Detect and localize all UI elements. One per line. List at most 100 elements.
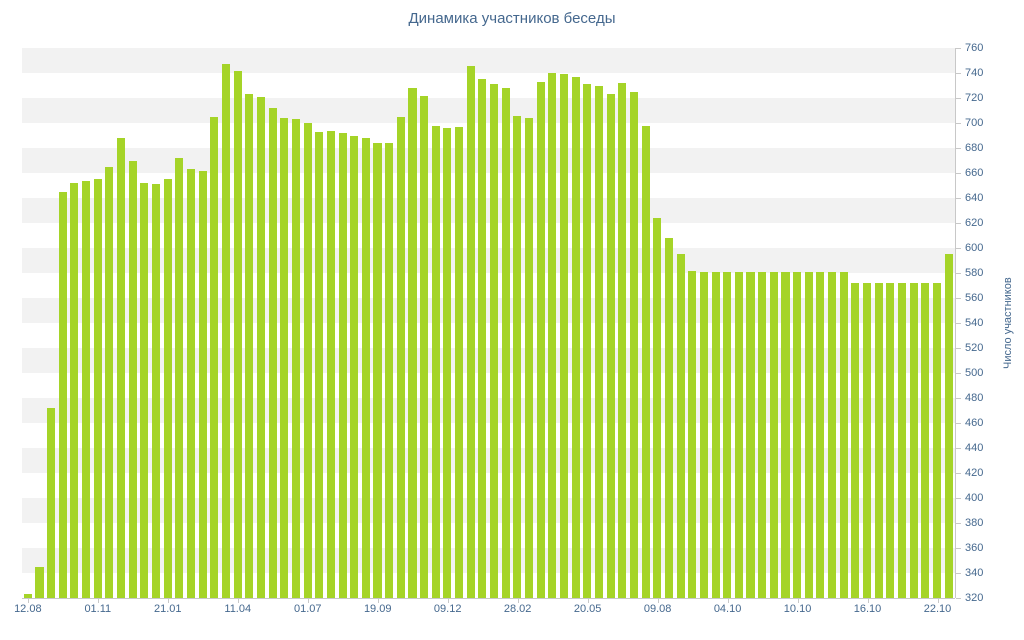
bar	[455, 126, 464, 598]
bar	[618, 83, 627, 598]
bar	[233, 70, 242, 598]
bar	[186, 169, 196, 598]
bar	[478, 79, 487, 598]
x-tick-label: 16.10	[853, 603, 882, 615]
y-tick-mark	[956, 422, 961, 424]
y-tick-mark	[956, 572, 961, 574]
x-tick-mark	[587, 599, 589, 603]
bar	[210, 116, 219, 598]
y-tick-label: 380	[965, 517, 984, 529]
y-tick-label: 760	[965, 42, 984, 54]
y-tick: 640	[956, 192, 983, 204]
x-axis-labels: 12.08 01.11 21.01 11.04 01.07 19.09 09.12 28.02…	[14, 603, 955, 617]
bar	[268, 108, 277, 598]
bar	[221, 64, 231, 598]
x-tick-label: 28.02	[503, 603, 532, 615]
y-tick: 360	[956, 542, 983, 554]
bar	[863, 283, 872, 598]
bar	[117, 138, 126, 598]
y-tick: 600	[956, 242, 983, 254]
x-tick-mark	[307, 599, 309, 603]
bar	[490, 84, 499, 598]
x-tick-mark	[937, 599, 939, 603]
x-tick-mark	[447, 599, 449, 603]
x-tick-mark	[867, 599, 869, 603]
bar	[828, 271, 837, 598]
y-tick-mark	[956, 247, 961, 249]
bar	[606, 94, 615, 598]
bar	[256, 96, 265, 598]
y-tick: 480	[956, 392, 983, 404]
bar	[152, 184, 161, 598]
bar	[128, 160, 137, 598]
bar	[909, 283, 918, 598]
bar	[82, 180, 91, 598]
bar	[711, 271, 720, 598]
y-tick-mark	[956, 197, 961, 199]
y-tick: 400	[956, 492, 983, 504]
bar	[641, 125, 650, 598]
x-tick-mark	[797, 599, 799, 603]
bar	[105, 166, 114, 598]
bar	[140, 183, 149, 598]
x-tick-mark	[27, 599, 29, 603]
y-tick: 420	[956, 467, 983, 479]
bar	[816, 271, 825, 598]
bar	[839, 271, 848, 598]
bar	[536, 81, 545, 598]
y-tick-label: 740	[965, 67, 984, 79]
y-tick-mark	[956, 472, 961, 474]
bar	[373, 143, 382, 598]
bar	[35, 566, 44, 598]
bar	[396, 116, 405, 598]
bar	[664, 238, 673, 598]
x-tick-label: 09.08	[643, 603, 672, 615]
bar	[163, 179, 172, 598]
y-tick-label: 580	[965, 267, 984, 279]
y-tick-mark	[956, 222, 961, 224]
y-axis-title: Число участников	[1002, 277, 1014, 369]
bar	[653, 218, 662, 598]
bar	[571, 76, 580, 598]
y-tick: 620	[956, 217, 983, 229]
bar	[93, 179, 102, 598]
bar	[245, 94, 254, 598]
y-tick: 660	[956, 167, 983, 179]
y-tick-label: 640	[965, 192, 984, 204]
y-tick: 380	[956, 517, 983, 529]
bar	[338, 133, 347, 598]
y-tick-label: 320	[965, 592, 984, 604]
y-tick-label: 680	[965, 142, 984, 154]
chart-title: Динамика участников беседы	[408, 10, 616, 27]
bar	[420, 95, 429, 598]
bar	[513, 115, 522, 598]
x-tick-label: 10.10	[783, 603, 812, 615]
y-tick-mark	[956, 497, 961, 499]
y-tick-label: 460	[965, 417, 984, 429]
bar	[734, 271, 743, 598]
y-tick-mark	[956, 547, 961, 549]
y-tick-mark	[956, 72, 961, 74]
bar	[851, 283, 860, 598]
bar	[629, 91, 638, 598]
bar	[804, 271, 813, 598]
x-axis-ticks	[22, 599, 955, 603]
plot-area	[22, 48, 955, 599]
y-tick-mark	[956, 447, 961, 449]
bar	[291, 119, 300, 598]
y-tick-label: 660	[965, 167, 984, 179]
x-tick-label: 22.10	[923, 603, 952, 615]
bar	[583, 84, 592, 598]
y-tick-label: 560	[965, 292, 984, 304]
y-tick-label: 720	[965, 92, 984, 104]
y-tick-label: 620	[965, 217, 984, 229]
y-tick-mark	[956, 372, 961, 374]
y-tick-mark	[956, 597, 961, 599]
bar	[326, 130, 335, 598]
y-tick-label: 600	[965, 242, 984, 254]
x-tick-label: 21.01	[154, 603, 182, 615]
bar	[898, 283, 907, 598]
bar	[198, 170, 207, 598]
bar	[70, 183, 79, 598]
bar	[280, 118, 289, 598]
